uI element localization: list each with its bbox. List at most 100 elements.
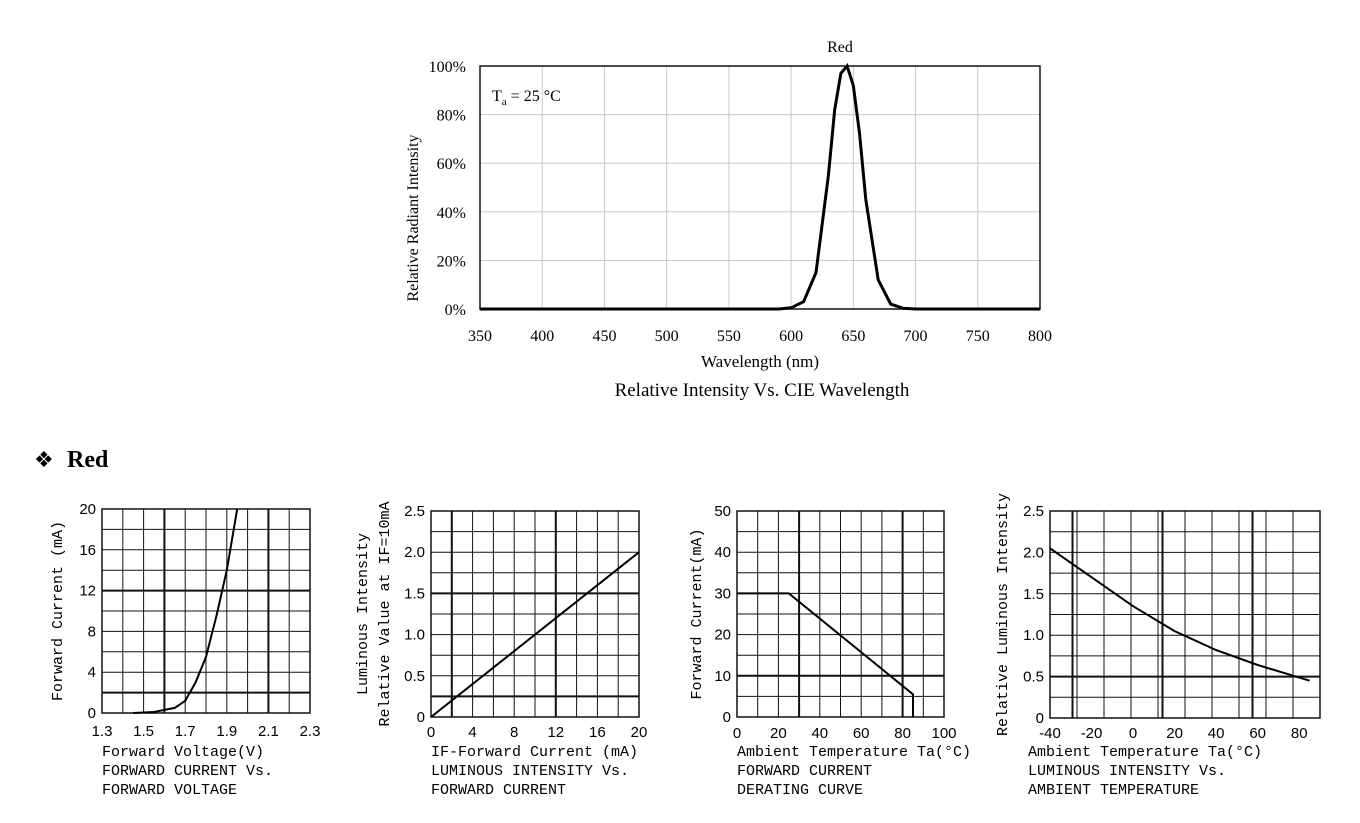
y-tick-label: 50: [714, 503, 731, 520]
y-tick-label: 1.0: [404, 627, 425, 644]
x-axis-label: Forward Voltage(V): [102, 744, 264, 761]
x-tick-label: 16: [589, 724, 606, 741]
caption-line-2: FORWARD VOLTAGE: [102, 782, 237, 799]
x-tick-label: 2.1: [258, 723, 279, 740]
x-tick-label: 40: [1208, 725, 1225, 742]
y-tick-label: 0.5: [404, 668, 425, 685]
y-tick-label: 20: [714, 627, 731, 644]
x-tick-label: 80: [894, 725, 911, 742]
plot-frame: [736, 510, 945, 718]
x-tick-label: 4: [468, 724, 476, 741]
spectrum-caption: Relative Intensity Vs. CIE Wavelength: [615, 380, 910, 401]
spectrum-y-tick-label: 40%: [437, 205, 466, 222]
data-curve: [133, 508, 239, 714]
spectrum-x-tick-label: 650: [841, 328, 865, 345]
y-tick-label: 0: [417, 709, 425, 726]
data-curve: [737, 592, 914, 717]
caption-line-1: FORWARD CURRENT Vs.: [102, 763, 273, 780]
y-tick-label: 0: [88, 705, 96, 722]
caption-line-2: FORWARD CURRENT: [431, 782, 566, 799]
x-tick-label: 1.3: [92, 723, 113, 740]
spectrum-x-tick-label: 550: [717, 328, 741, 345]
x-axis-label: Ambient Temperature Ta(°C): [1028, 744, 1262, 761]
spectrum-y-tick-label: 20%: [437, 253, 466, 270]
x-tick-label: 8: [510, 724, 518, 741]
spectrum-annotation: Ta = 25 °C: [492, 88, 561, 108]
section-bullet-icon: ❖: [34, 447, 54, 472]
x-tick-label: 1.9: [216, 723, 237, 740]
spectrum-y-tick-label: 0%: [445, 302, 466, 319]
forward-current-vs-voltage-chart: 1.3 1.5 1.7 1.9 2.1 2.3 0 4 8 12 16 20 Forward Curre…: [50, 501, 320, 799]
spectrum-x-tick-label: 600: [779, 328, 803, 345]
y-tick-label: 2.5: [1023, 503, 1044, 520]
y-tick-label: 0: [1036, 710, 1044, 727]
y-tick-label: 2.5: [404, 503, 425, 520]
y-axis-label-line2: Relative Value at IF=10mA: [377, 501, 394, 726]
y-tick-label: 40: [714, 544, 731, 561]
x-tick-label: 12: [547, 724, 564, 741]
spectrum-x-tick-label: 400: [530, 328, 554, 345]
y-tick-label: 8: [88, 623, 96, 640]
x-tick-label: 1.7: [175, 723, 196, 740]
spectrum-x-tick-label: 700: [904, 328, 928, 345]
y-tick-label: 0: [723, 709, 731, 726]
plot-frame: [430, 510, 640, 718]
x-axis-label: IF-Forward Current (mA): [431, 744, 638, 761]
x-tick-label: 60: [853, 725, 870, 742]
spectrum-curve: [480, 62, 1040, 311]
spectrum-y-axis-label: Relative Radiant Intensity: [405, 134, 422, 301]
y-tick-label: 20: [79, 501, 96, 518]
caption-line-2: AMBIENT TEMPERATURE: [1028, 782, 1199, 799]
x-tick-label: 2.3: [300, 723, 321, 740]
y-tick-label: 2.0: [1023, 544, 1044, 561]
y-tick-label: 1.5: [404, 585, 425, 602]
x-tick-label: 0: [733, 725, 741, 742]
section-heading: Red: [67, 447, 109, 473]
y-tick-label: 1.0: [1023, 627, 1044, 644]
x-axis-label: Ambient Temperature Ta(°C): [737, 744, 971, 761]
spectrum-plot-frame: [479, 65, 1041, 310]
spectrum-x-tick-label: 500: [655, 328, 679, 345]
x-tick-label: 0: [427, 724, 435, 741]
caption-line-1: LUMINOUS INTENSITY Vs.: [1028, 763, 1226, 780]
spectrum-x-axis-label: Wavelength (nm): [701, 352, 819, 371]
y-axis-label: Luminous Intensity: [355, 533, 372, 695]
luminous-intensity-vs-current-chart: 0 4 8 12 16 20 0 0.5 1.0 1.5 2.0 2.5 Luminous Intens…: [355, 501, 647, 799]
spectrum-y-tick-label: 100%: [429, 59, 466, 76]
caption-line-1: LUMINOUS INTENSITY Vs.: [431, 763, 629, 780]
y-tick-label: 4: [88, 664, 96, 681]
x-tick-label: 60: [1249, 725, 1266, 742]
spectrum-x-tick-label: 450: [592, 328, 616, 345]
luminous-intensity-vs-temperature-chart: -40 -20 0 20 40 60 80 0 0.5 1.0 1.5 2.0 2.5 Relative …: [995, 493, 1321, 799]
x-tick-label: 20: [770, 725, 787, 742]
x-tick-label: -40: [1039, 725, 1061, 742]
caption-line-1: FORWARD CURRENT: [737, 763, 872, 780]
spectrum-y-tick-label: 60%: [437, 156, 466, 173]
y-axis-label: Forward Current(mA): [689, 528, 706, 699]
x-tick-label: 100: [931, 725, 956, 742]
x-tick-label: 0: [1129, 725, 1137, 742]
spectrum-x-tick-label: 350: [468, 328, 492, 345]
spectrum-series-label: Red: [827, 39, 853, 56]
y-tick-label: 0.5: [1023, 669, 1044, 686]
y-tick-label: 30: [714, 585, 731, 602]
spectrum-x-tick-label: 750: [966, 328, 990, 345]
x-tick-label: -20: [1081, 725, 1103, 742]
caption-line-2: DERATING CURVE: [737, 782, 863, 799]
y-tick-label: 10: [714, 668, 731, 685]
x-tick-label: 20: [631, 724, 648, 741]
spectrum-y-ticks: 0% 20% 40% 60% 80% 100%: [429, 59, 466, 319]
plot-frame: [101, 508, 311, 714]
y-tick-label: 1.5: [1023, 586, 1044, 603]
x-tick-label: 20: [1166, 725, 1183, 742]
data-curve: [1049, 547, 1310, 682]
spectrum-y-tick-label: 80%: [437, 108, 466, 125]
y-tick-label: 16: [79, 542, 96, 559]
x-tick-label: 80: [1291, 725, 1308, 742]
y-axis-label: Forward Current (mA): [50, 521, 67, 701]
spectrum-x-ticks: 350 400 450 500 550 600 650 700 750 800: [468, 328, 1052, 345]
x-tick-label: 1.5: [133, 723, 154, 740]
y-axis-label: Relative Luminous Intensity: [995, 493, 1012, 736]
data-curve: [430, 551, 640, 718]
